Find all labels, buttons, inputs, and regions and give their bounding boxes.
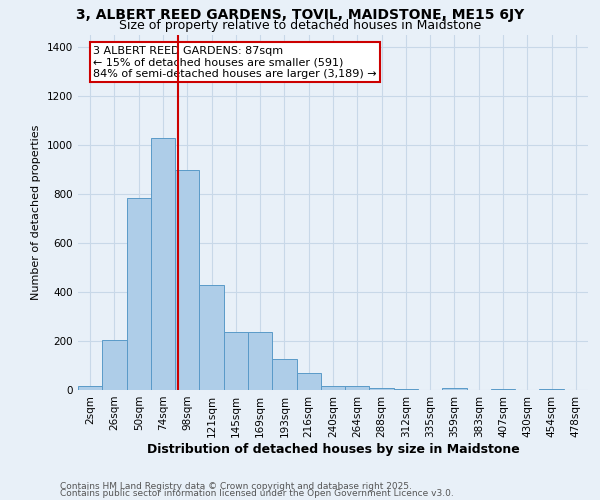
Text: Contains public sector information licensed under the Open Government Licence v3: Contains public sector information licen… (60, 490, 454, 498)
Bar (539, 389, 564, 390)
Bar (491, 389, 515, 390)
Text: 3, ALBERT REED GARDENS, TOVIL, MAIDSTONE, ME15 6JY: 3, ALBERT REED GARDENS, TOVIL, MAIDSTONE… (76, 8, 524, 22)
Bar (442, 388, 467, 390)
Text: Contains HM Land Registry data © Crown copyright and database right 2025.: Contains HM Land Registry data © Crown c… (60, 482, 412, 491)
Y-axis label: Number of detached properties: Number of detached properties (31, 125, 41, 300)
Bar (224, 332, 248, 390)
Bar (78, 386, 102, 390)
Bar (151, 138, 175, 390)
Bar (248, 332, 272, 390)
Text: 3 ALBERT REED GARDENS: 87sqm
← 15% of detached houses are smaller (591)
84% of s: 3 ALBERT REED GARDENS: 87sqm ← 15% of de… (94, 46, 377, 79)
X-axis label: Distribution of detached houses by size in Maidstone: Distribution of detached houses by size … (146, 442, 520, 456)
Bar (321, 386, 345, 390)
Bar (175, 170, 199, 390)
Bar (296, 373, 321, 390)
Bar (272, 360, 296, 390)
Bar (199, 284, 224, 390)
Bar (127, 198, 151, 390)
Bar (345, 386, 370, 390)
Text: Size of property relative to detached houses in Maidstone: Size of property relative to detached ho… (119, 19, 481, 32)
Bar (102, 340, 127, 390)
Bar (370, 388, 394, 390)
